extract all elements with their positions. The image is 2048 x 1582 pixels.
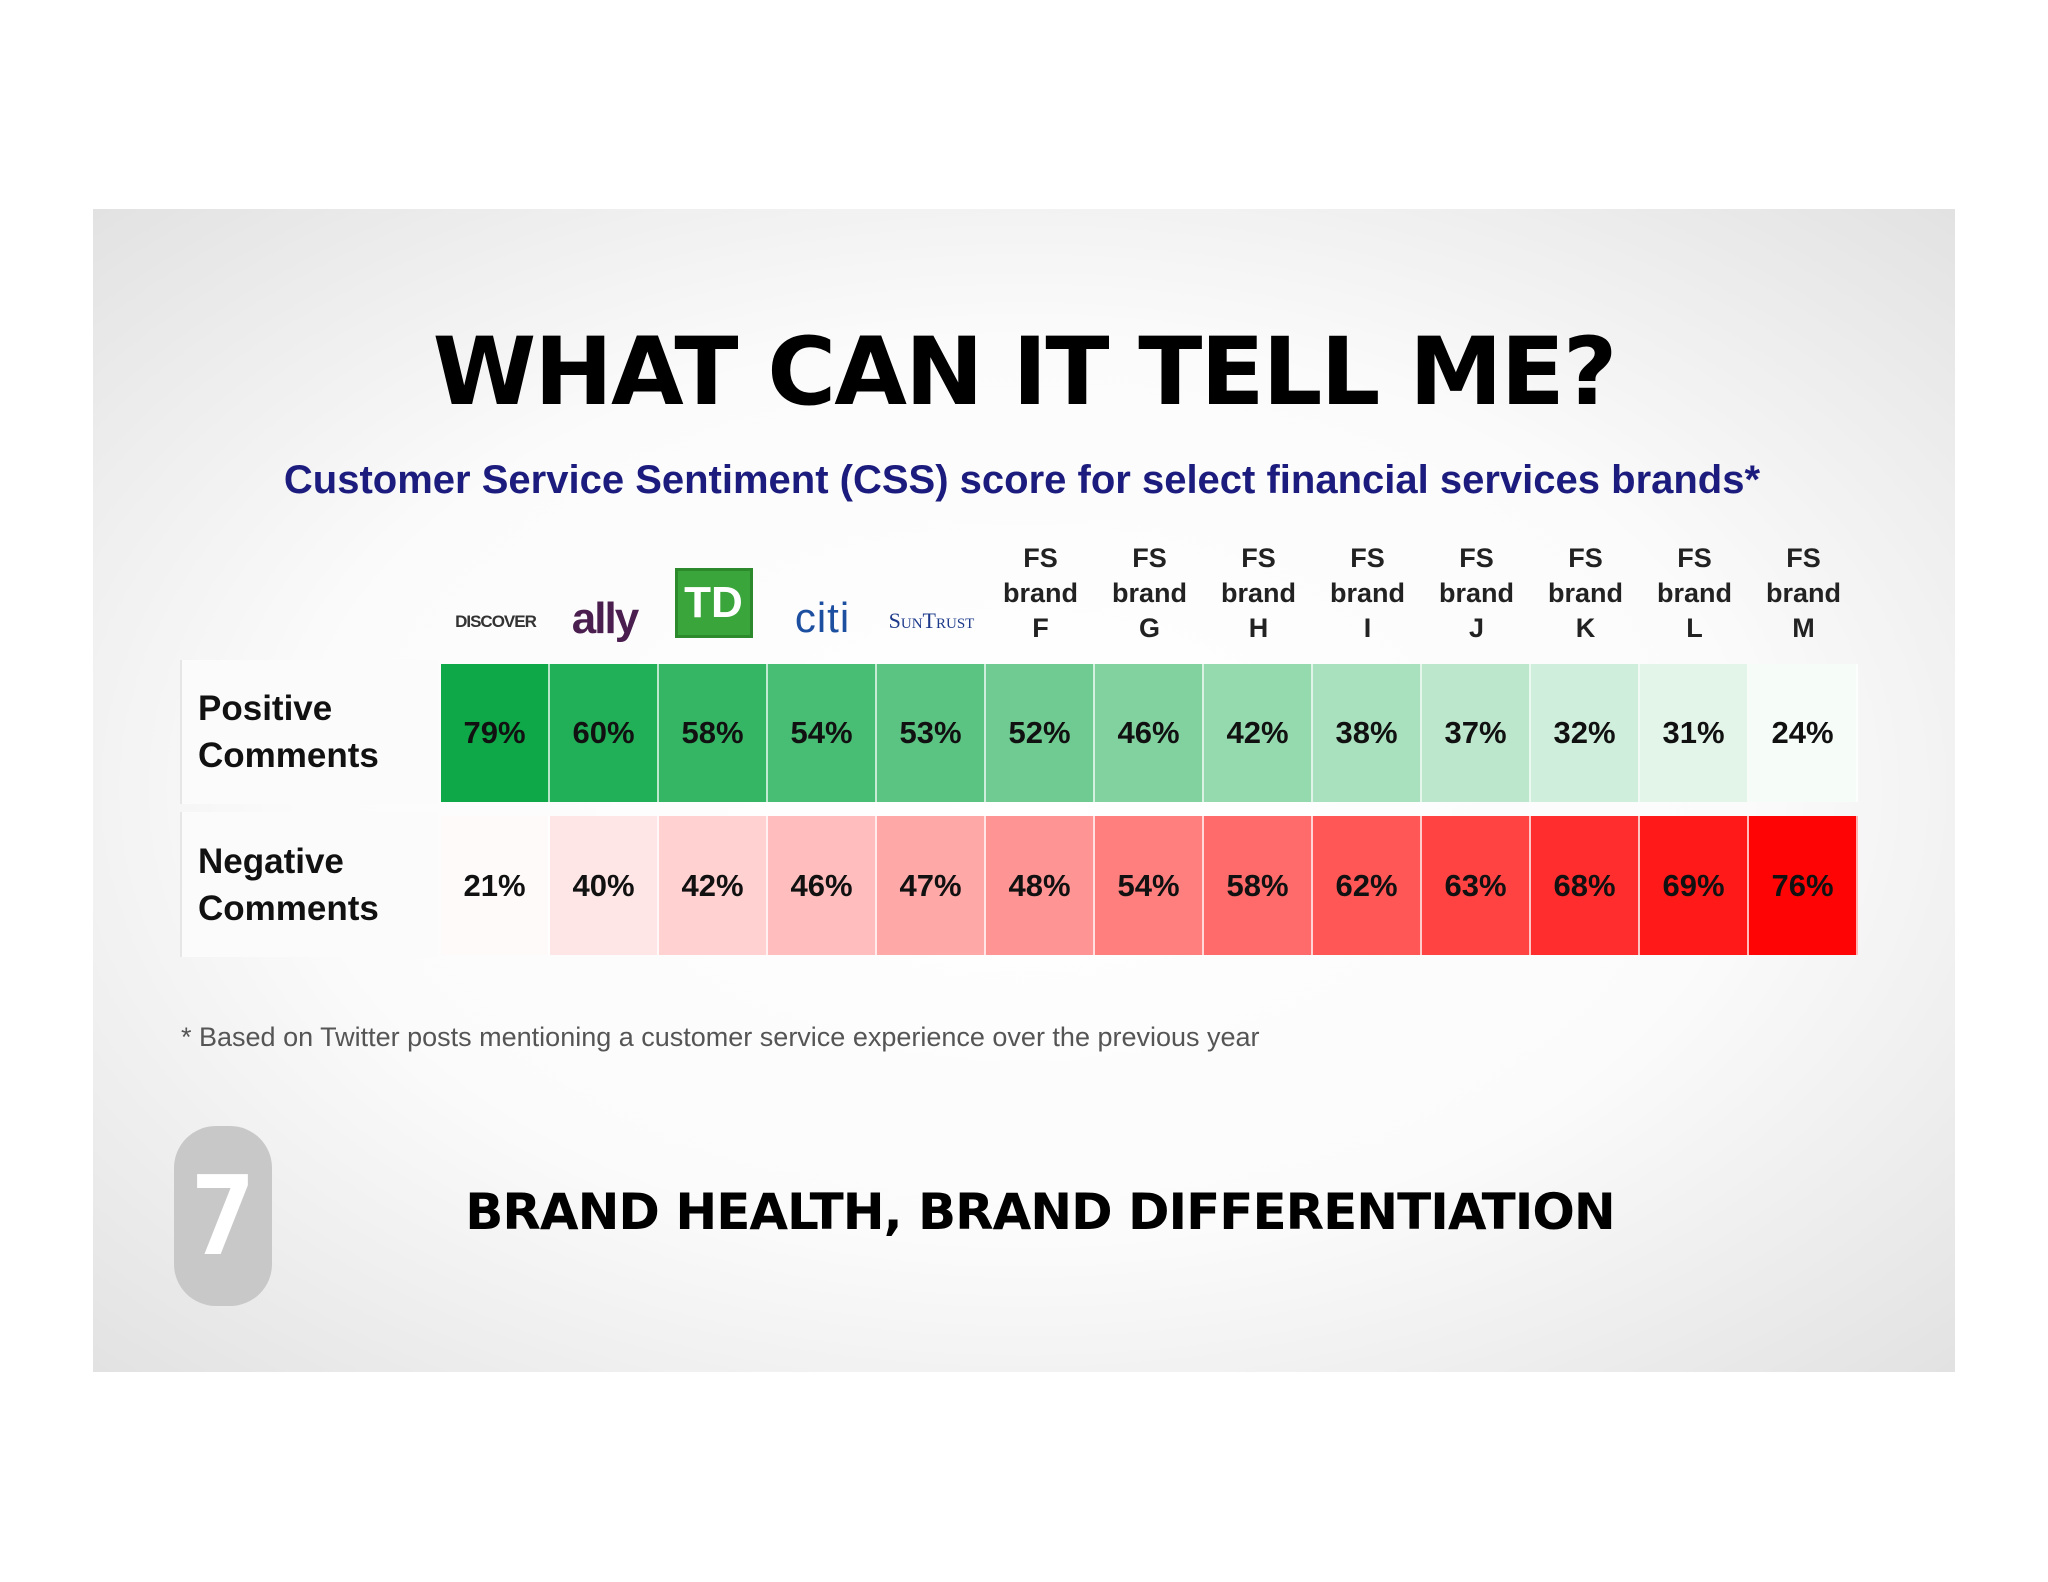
table-cell: 21% bbox=[441, 816, 550, 955]
title: WHAT CAN IT TELL ME? bbox=[432, 318, 1618, 427]
table-cell: 32% bbox=[1531, 664, 1640, 802]
column-header: FS brand J bbox=[1422, 540, 1531, 650]
table-cell: 68% bbox=[1531, 816, 1640, 955]
table-cell: 38% bbox=[1313, 664, 1422, 802]
table-cell: 54% bbox=[1095, 816, 1204, 955]
column-header-text: FS brand H bbox=[1220, 543, 1296, 643]
brand-logo: DISCOVER bbox=[441, 540, 550, 650]
column-header-text: FS brand G bbox=[1111, 543, 1187, 643]
row-label: Negative Comments bbox=[180, 812, 438, 957]
column-header-text: FS brand F bbox=[1002, 543, 1078, 643]
brand-logo-text: ally bbox=[571, 594, 639, 643]
brand-logo-text: TD bbox=[674, 568, 753, 638]
column-header: FS brand L bbox=[1640, 540, 1749, 650]
table-cell: 46% bbox=[768, 816, 877, 955]
brand-logo: TD bbox=[659, 540, 768, 650]
brand-logo-text: SunTrust bbox=[888, 608, 975, 633]
table-cell: 79% bbox=[441, 664, 550, 802]
table-cell: 76% bbox=[1749, 816, 1858, 955]
brand-logo: citi bbox=[768, 540, 877, 650]
table-cell: 60% bbox=[550, 664, 659, 802]
column-header: FS brand F bbox=[986, 540, 1095, 650]
column-header: FS brand M bbox=[1749, 540, 1858, 650]
table-cell: 52% bbox=[986, 664, 1095, 802]
table-cell: 31% bbox=[1640, 664, 1749, 802]
column-header: FS brand I bbox=[1313, 540, 1422, 650]
brand-logo-text: DISCOVER bbox=[455, 612, 537, 631]
table-cell: 58% bbox=[1204, 816, 1313, 955]
column-header: FS brand H bbox=[1204, 540, 1313, 650]
table-cell: 42% bbox=[659, 816, 768, 955]
column-header-text: FS brand J bbox=[1438, 543, 1514, 643]
row-label: Positive Comments bbox=[180, 660, 438, 804]
table-cell: 42% bbox=[1204, 664, 1313, 802]
table-cell: 37% bbox=[1422, 664, 1531, 802]
brand-logo-text: citi bbox=[794, 594, 851, 641]
brand-logo: SunTrust bbox=[877, 540, 986, 650]
footnote: * Based on Twitter posts mentioning a cu… bbox=[181, 1022, 1260, 1052]
table-cell: 46% bbox=[1095, 664, 1204, 802]
column-header-text: FS brand L bbox=[1656, 543, 1732, 643]
subtitle: Customer Service Sentiment (CSS) score f… bbox=[283, 458, 1761, 502]
column-header-text: FS brand M bbox=[1765, 543, 1841, 643]
table-cell: 58% bbox=[659, 664, 768, 802]
table-cell: 48% bbox=[986, 816, 1095, 955]
brand-logo: ally bbox=[550, 540, 659, 650]
footer: BRAND HEALTH, BRAND DIFFERENTIATION bbox=[465, 1183, 1615, 1241]
table-cell: 40% bbox=[550, 816, 659, 955]
column-header-text: FS brand K bbox=[1547, 543, 1623, 643]
table-cell: 24% bbox=[1749, 664, 1858, 802]
badge: 7 bbox=[174, 1126, 272, 1306]
table-cell: 53% bbox=[877, 664, 986, 802]
column-header-text: FS brand I bbox=[1329, 543, 1405, 643]
table-cell: 62% bbox=[1313, 816, 1422, 955]
column-header: FS brand K bbox=[1531, 540, 1640, 650]
table-cell: 54% bbox=[768, 664, 877, 802]
table-cell: 47% bbox=[877, 816, 986, 955]
table-cell: 63% bbox=[1422, 816, 1531, 955]
column-header: FS brand G bbox=[1095, 540, 1204, 650]
table-cell: 69% bbox=[1640, 816, 1749, 955]
